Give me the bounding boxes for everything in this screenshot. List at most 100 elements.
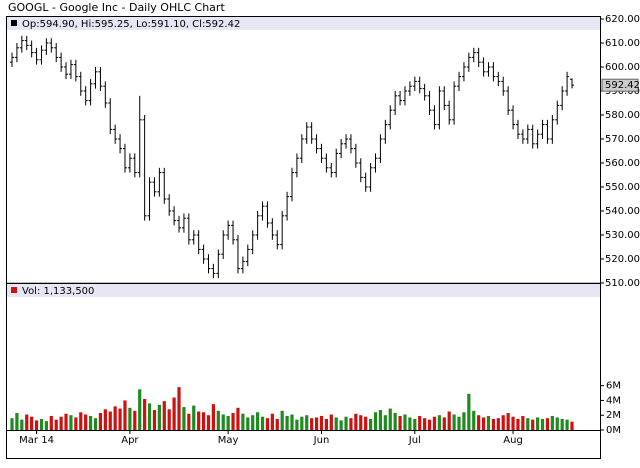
volume-bar bbox=[44, 421, 48, 430]
legend-swatch bbox=[11, 20, 17, 26]
volume-bar bbox=[103, 409, 107, 430]
y-tick-label: 560.00 bbox=[605, 158, 640, 169]
x-tick-label: Apr bbox=[121, 435, 139, 446]
volume-bar bbox=[285, 415, 289, 430]
volume-bar bbox=[34, 420, 39, 430]
volume-bar bbox=[550, 415, 554, 430]
volume-bar bbox=[157, 404, 161, 430]
last-price-label: 592.42 bbox=[605, 80, 640, 91]
chart-title: GOOGL - Google Inc - Daily OHLC Chart bbox=[8, 1, 225, 14]
volume-bar bbox=[324, 418, 328, 430]
volume-bar bbox=[270, 413, 274, 430]
volume-bar bbox=[152, 410, 157, 430]
volume-bar bbox=[359, 415, 363, 430]
x-tick-label: May bbox=[218, 435, 239, 446]
volume-bar bbox=[147, 403, 152, 430]
volume-bar bbox=[531, 419, 535, 430]
volume-bar bbox=[162, 401, 166, 430]
volume-bar bbox=[88, 415, 93, 430]
last-price-box bbox=[601, 78, 639, 92]
volume-bar bbox=[108, 411, 112, 430]
volume-bar bbox=[69, 415, 73, 430]
volume-bar bbox=[383, 415, 387, 430]
volume-bar bbox=[442, 417, 446, 430]
volume-bar bbox=[64, 413, 68, 430]
volume-bar bbox=[138, 389, 142, 430]
volume-bar bbox=[123, 400, 127, 430]
volume-bar bbox=[177, 387, 181, 430]
volume-bar bbox=[30, 416, 34, 430]
volume-bar bbox=[393, 413, 397, 430]
y-tick-label: 540.00 bbox=[605, 206, 640, 217]
volume-bar bbox=[555, 417, 559, 430]
volume-bar bbox=[516, 418, 520, 430]
volume-bar bbox=[447, 411, 451, 430]
volume-tick-label: 2M bbox=[606, 410, 621, 421]
volume-bar bbox=[74, 417, 78, 430]
volume-bar bbox=[93, 418, 98, 430]
price-legend: Op:594.90, Hi:595.25, Lo:591.10, Cl:592.… bbox=[22, 19, 240, 30]
volume-bar bbox=[526, 418, 530, 430]
volume-bar bbox=[172, 397, 176, 430]
volume-bar bbox=[344, 416, 348, 430]
volume-bar bbox=[378, 410, 383, 430]
x-tick-label: Mar 14 bbox=[19, 435, 54, 446]
y-tick-label: 550.00 bbox=[605, 182, 640, 193]
x-tick-label: Jun bbox=[313, 435, 330, 446]
volume-bar bbox=[408, 417, 412, 430]
y-tick-label: 510.00 bbox=[605, 278, 640, 289]
volume-legend: Vol: 1,133,500 bbox=[22, 286, 94, 297]
volume-bar bbox=[339, 420, 343, 430]
volume-bar bbox=[398, 415, 402, 430]
volume-bar bbox=[501, 415, 505, 430]
volume-bar bbox=[290, 414, 294, 430]
volume-bar bbox=[84, 414, 88, 430]
volume-bar bbox=[206, 415, 211, 430]
volume-bar bbox=[491, 418, 496, 430]
volume-bar bbox=[197, 411, 201, 430]
volume-bar bbox=[314, 417, 319, 430]
volume-bar bbox=[432, 416, 437, 430]
volume-bar bbox=[427, 419, 432, 430]
volume-bar bbox=[310, 418, 314, 430]
y-tick-label: 610.00 bbox=[605, 38, 640, 49]
volume-bar bbox=[364, 416, 368, 430]
volume-bar bbox=[354, 413, 358, 430]
volume-bar bbox=[39, 418, 44, 430]
volume-bar bbox=[20, 419, 24, 430]
volume-bar bbox=[565, 419, 569, 430]
volume-bar bbox=[211, 404, 216, 430]
volume-bar bbox=[128, 407, 132, 430]
volume-bar bbox=[113, 406, 117, 430]
volume-bar bbox=[570, 421, 574, 430]
y-tick-label: 600.00 bbox=[605, 62, 640, 73]
y-tick-label: 620.00 bbox=[605, 14, 640, 25]
volume-bar bbox=[231, 413, 235, 430]
volume-bar bbox=[275, 418, 279, 430]
volume-bar bbox=[49, 415, 53, 430]
volume-bar bbox=[236, 407, 240, 430]
volume-bar bbox=[423, 418, 427, 430]
volume-bar bbox=[486, 415, 491, 430]
volume-bar bbox=[192, 405, 196, 430]
volume-bar bbox=[373, 412, 378, 430]
volume-bar bbox=[496, 418, 500, 430]
volume-bar bbox=[452, 414, 456, 430]
legend-band bbox=[7, 17, 600, 30]
volume-bar bbox=[187, 413, 191, 430]
volume-bar bbox=[15, 413, 19, 430]
x-tick-label: Aug bbox=[503, 435, 523, 446]
volume-bar bbox=[481, 417, 486, 430]
volume-bar bbox=[226, 415, 230, 430]
volume-bar bbox=[98, 413, 103, 430]
volume-bar bbox=[319, 415, 324, 430]
volume-bar bbox=[182, 407, 186, 430]
volume-bar bbox=[467, 393, 471, 430]
volume-bar bbox=[256, 412, 260, 430]
volume-bar bbox=[10, 418, 14, 430]
volume-bar bbox=[388, 408, 392, 430]
volume-bar bbox=[334, 417, 338, 430]
volume-bar bbox=[437, 415, 441, 430]
x-tick-label: Jul bbox=[408, 435, 421, 446]
volume-tick-label: 0M bbox=[606, 425, 621, 436]
